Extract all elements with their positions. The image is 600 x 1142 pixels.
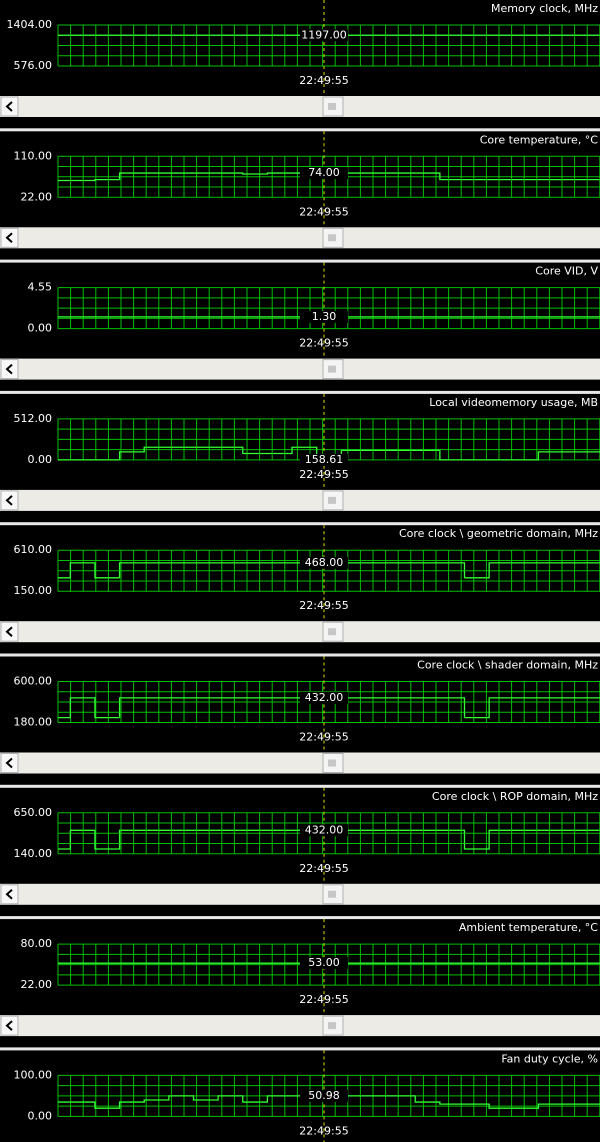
arrow-icon <box>5 757 13 769</box>
value-bg <box>300 453 348 466</box>
arrow-icon <box>5 626 13 637</box>
value-bg <box>300 167 348 180</box>
time-label: 22:49:55 <box>299 993 348 1006</box>
panel-separator <box>0 128 600 132</box>
scroll-left[interactable] <box>0 96 19 117</box>
scroll-left[interactable] <box>0 227 19 248</box>
y-min-label: 180.00 <box>14 716 53 729</box>
panel-separator <box>0 1047 600 1051</box>
value-bg <box>300 691 348 704</box>
panel-separator <box>0 784 600 788</box>
arrow-icon <box>5 363 13 375</box>
current-value: 432.00 <box>305 691 344 704</box>
scrollbar[interactable] <box>0 227 600 249</box>
y-min-label: 140.00 <box>14 847 53 860</box>
current-value: 158.61 <box>305 453 344 466</box>
y-max-label: 110.00 <box>14 149 53 162</box>
y-max-label: 600.00 <box>14 675 53 688</box>
time-label: 22:49:55 <box>299 1124 348 1137</box>
value-bg <box>300 310 348 323</box>
time-label: 22:49:55 <box>299 599 348 612</box>
time-label: 22:49:55 <box>299 468 348 481</box>
time-label: 22:49:55 <box>299 862 348 875</box>
scroll-left[interactable] <box>0 621 19 642</box>
current-value: 468.00 <box>305 556 344 569</box>
scrollbar[interactable] <box>0 96 600 117</box>
time-label: 22:49:55 <box>299 205 348 218</box>
value-bg <box>300 957 348 970</box>
scroll-left[interactable] <box>0 884 19 905</box>
y-max-label: 512.00 <box>14 412 53 425</box>
y-min-label: 22.00 <box>21 978 53 991</box>
y-min-label: 0.00 <box>28 322 53 335</box>
panel-title: Core clock \ ROP domain, MHz <box>432 790 598 803</box>
arrow-icon <box>5 495 13 506</box>
time-label: 22:49:55 <box>299 74 348 87</box>
panel-separator <box>0 522 600 526</box>
value-bg <box>300 824 348 837</box>
scrollbar[interactable] <box>0 883 600 905</box>
y-min-label: 22.00 <box>21 190 53 203</box>
panel-title: Ambient temperature, °C <box>459 921 598 934</box>
arrow-icon <box>5 101 13 112</box>
time-label: 22:49:55 <box>299 337 348 350</box>
y-max-label: 1404.00 <box>7 18 53 31</box>
y-max-label: 4.55 <box>28 281 53 294</box>
current-value: 1197.00 <box>301 28 347 41</box>
scroll-left[interactable] <box>0 490 19 511</box>
panel-title: Core clock \ shader domain, MHz <box>417 659 598 672</box>
time-label: 22:49:55 <box>299 731 348 744</box>
y-min-label: 0.00 <box>28 453 53 466</box>
y-max-label: 80.00 <box>21 937 53 950</box>
scroll-left[interactable] <box>0 753 19 773</box>
y-min-label: 576.00 <box>14 59 53 72</box>
arrow-icon <box>5 889 13 900</box>
panel-title: Core temperature, °C <box>480 133 599 146</box>
arrow-icon <box>5 1020 13 1031</box>
panel-title: Core VID, V <box>535 265 598 278</box>
y-max-label: 100.00 <box>14 1068 53 1081</box>
y-min-label: 0.00 <box>28 1109 53 1122</box>
current-value: 432.00 <box>305 823 344 836</box>
current-value: 53.00 <box>308 956 340 969</box>
panel-separator <box>0 259 600 263</box>
panel-separator <box>0 390 600 394</box>
y-min-label: 150.00 <box>14 584 53 597</box>
panel-separator <box>0 916 600 920</box>
y-max-label: 650.00 <box>14 806 53 819</box>
panel-title: Local videomemory usage, MB <box>429 396 598 409</box>
current-value: 1.30 <box>312 310 337 323</box>
panel-title: Fan duty cycle, % <box>501 1052 598 1065</box>
arrow-icon <box>5 232 13 244</box>
value-bg <box>300 556 348 569</box>
y-max-label: 610.00 <box>14 543 53 556</box>
panel-title: Core clock \ geometric domain, MHz <box>399 527 598 540</box>
scroll-left[interactable] <box>0 1015 19 1036</box>
current-value: 74.00 <box>308 166 340 179</box>
value-bg <box>300 29 348 42</box>
current-value: 50.98 <box>308 1089 340 1102</box>
scroll-left[interactable] <box>0 359 19 380</box>
scrollbar[interactable] <box>0 621 600 643</box>
panel-title: Memory clock, MHz <box>491 2 598 15</box>
value-bg <box>300 1089 348 1102</box>
panel-separator <box>0 653 600 657</box>
scrollbar[interactable] <box>0 489 600 511</box>
scrollbar[interactable] <box>0 752 600 774</box>
scrollbar[interactable] <box>0 358 600 380</box>
scrollbar[interactable] <box>0 1015 600 1037</box>
